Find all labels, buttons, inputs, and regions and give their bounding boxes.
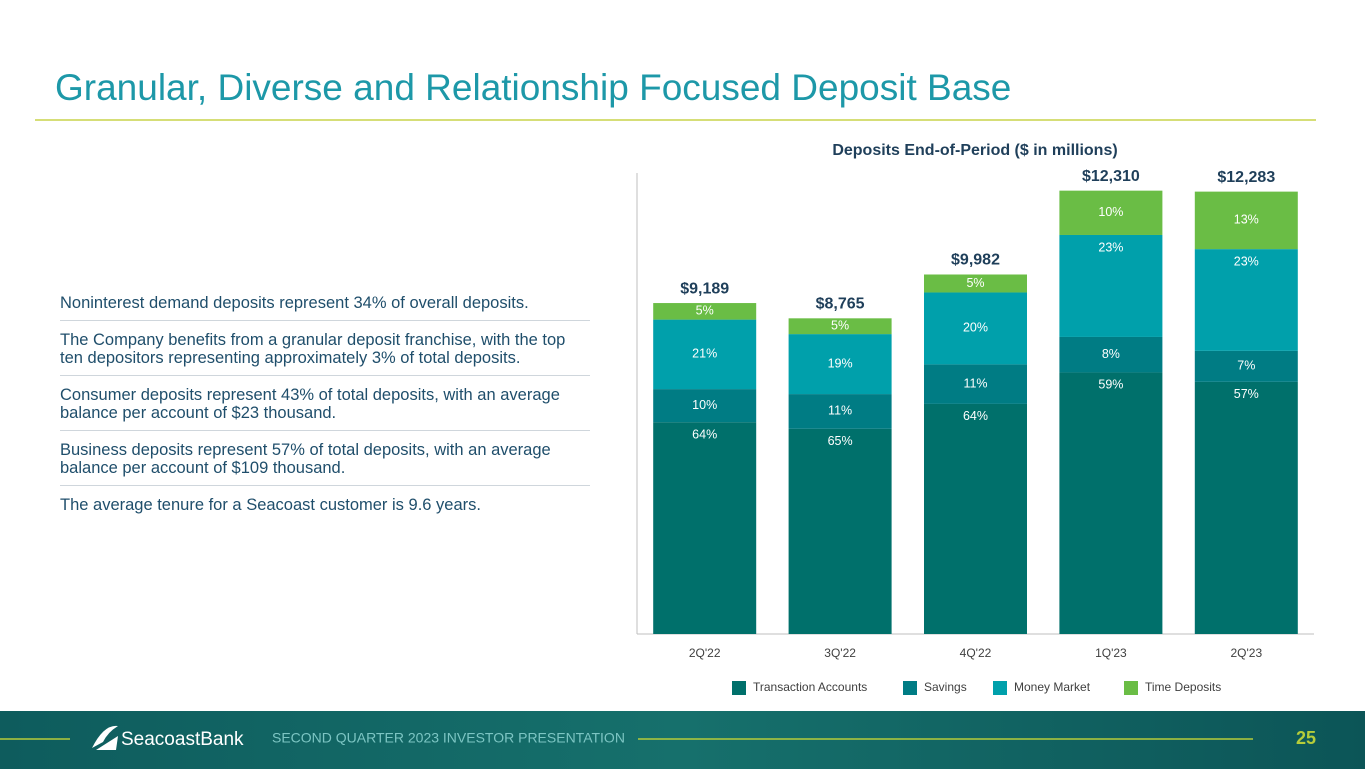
bar-segment [1059, 190, 1163, 235]
total-label: $12,283 [1217, 169, 1275, 186]
presentation-name: SECOND QUARTER 2023 INVESTOR PRESENTATIO… [272, 730, 625, 746]
segment-label: 64% [963, 409, 988, 423]
segment-label: 19% [828, 356, 853, 370]
segment-label: 21% [692, 347, 717, 361]
legend-label: Transaction Accounts [753, 680, 867, 694]
segment-label: 5% [966, 276, 984, 290]
bar-segment [788, 394, 892, 429]
segment-label: 7% [1237, 359, 1255, 373]
x-tick-label: 2Q'22 [689, 646, 721, 660]
x-tick-label: 2Q'23 [1230, 646, 1262, 660]
bar-segment [1194, 350, 1298, 382]
bar-segment [1059, 234, 1163, 337]
segment-label: 11% [963, 376, 987, 390]
legend-swatch [732, 681, 746, 695]
bar-segment [1059, 372, 1163, 634]
bullet: Consumer deposits represent 43% of total… [60, 382, 590, 431]
segment-label: 20% [963, 321, 988, 335]
legend-label: Money Market [1014, 680, 1091, 694]
bullet: Noninterest demand deposits represent 34… [60, 290, 590, 321]
x-tick-label: 1Q'23 [1095, 646, 1127, 660]
segment-label: 10% [692, 398, 717, 412]
bar-segment [1194, 249, 1298, 351]
bar-segment [1059, 336, 1163, 373]
legend-label: Savings [924, 680, 967, 694]
segment-label: 23% [1234, 254, 1259, 268]
bullet: Business deposits represent 57% of total… [60, 437, 590, 486]
total-label: $12,310 [1082, 168, 1140, 185]
legend-swatch [1124, 681, 1138, 695]
legend-swatch [993, 681, 1007, 695]
legend-label: Time Deposits [1145, 680, 1221, 694]
x-tick-label: 4Q'22 [960, 646, 992, 660]
segment-label: 59% [1098, 378, 1123, 392]
bar-segment [924, 364, 1027, 404]
bar-segment [653, 319, 757, 390]
bar-segment [924, 403, 1027, 634]
bar-segment [653, 303, 757, 320]
segment-label: 23% [1098, 240, 1123, 254]
segment-label: 5% [831, 319, 849, 333]
total-label: $9,189 [680, 280, 729, 297]
segment-label: 13% [1234, 213, 1259, 227]
logo-icon [92, 725, 118, 750]
bar-segment [924, 292, 1027, 365]
bar-segment [1194, 191, 1298, 250]
bar-segment [1194, 381, 1298, 634]
page-number: 25 [1296, 728, 1316, 748]
segment-label: 65% [828, 434, 853, 448]
slide-title: Granular, Diverse and Relationship Focus… [55, 67, 1011, 108]
segment-label: 57% [1234, 387, 1259, 401]
total-label: $9,982 [951, 252, 1000, 269]
segment-label: 5% [696, 304, 714, 318]
segment-label: 8% [1102, 347, 1120, 361]
footer-band [0, 711, 1365, 769]
bar-segment [788, 318, 892, 335]
bar-segment [924, 274, 1027, 293]
chart-title: Deposits End-of-Period ($ in millions) [832, 142, 1117, 159]
bullet-list: Noninterest demand deposits represent 34… [60, 290, 590, 528]
bar-segment [653, 422, 757, 634]
bar-segment [788, 334, 892, 395]
total-label: $8,765 [816, 296, 865, 313]
x-tick-label: 3Q'22 [824, 646, 856, 660]
segment-label: 64% [692, 427, 717, 441]
bullet: The average tenure for a Seacoast custom… [60, 496, 481, 514]
bullet: The Company benefits from a granular dep… [60, 327, 590, 376]
chart: 64% 10% 21% 5% $9,189 2Q'22 65% 11% 19% 5% $8,765 3… [653, 168, 1298, 695]
legend-swatch [903, 681, 917, 695]
segment-label: 11% [828, 404, 852, 418]
brand: SeacoastBank [121, 729, 244, 750]
bar-segment [653, 389, 757, 423]
segment-label: 10% [1098, 205, 1123, 219]
bar-segment [788, 428, 892, 634]
